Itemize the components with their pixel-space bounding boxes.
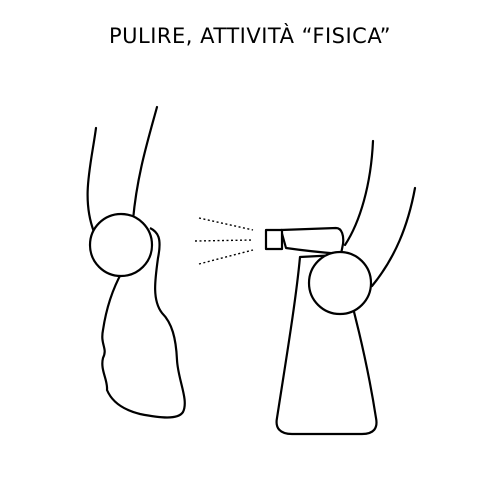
spray-mist — [194, 217, 254, 265]
left-arm-with-cloth — [86, 105, 186, 419]
mist-line-bottom — [198, 249, 254, 265]
left-arm-outline-inner — [131, 105, 159, 222]
spray-nozzle — [264, 228, 284, 251]
right-hand — [307, 250, 373, 316]
mist-line-middle — [194, 239, 254, 242]
left-hand — [88, 212, 154, 278]
page-title: PULIRE, ATTIVITÀ “FISICA” — [109, 24, 391, 48]
mist-line-top — [198, 217, 254, 231]
spray-bottle-body — [275, 253, 378, 436]
right-arm-with-spray-bottle — [264, 139, 417, 436]
spray-bottle-trigger-head — [279, 226, 345, 256]
right-arm-outline-inner — [370, 186, 417, 288]
right-arm-outline — [343, 139, 375, 247]
left-arm-outline — [86, 126, 98, 234]
